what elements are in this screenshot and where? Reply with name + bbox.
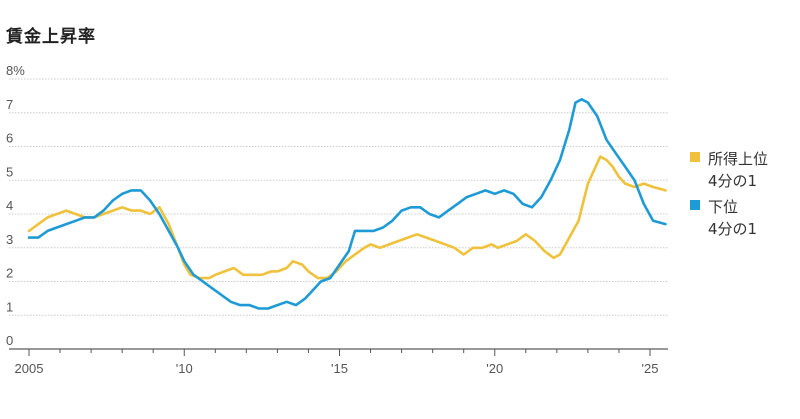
y-tick-label: 8% [6,63,25,78]
y-tick-label: 6 [6,131,13,146]
y-tick-label: 0 [6,333,13,348]
x-tick-label: '15 [331,361,348,376]
legend-swatch-bottom-quartile [690,200,700,210]
y-tick-label: 7 [6,97,13,112]
series-lines [27,98,667,310]
grid-lines [9,78,668,316]
y-tick-label: 4 [6,198,13,213]
x-tick-label: '25 [642,361,659,376]
x-axis: 2005 '10 '15 '20 '25 [9,348,668,376]
legend-swatch-top-quartile [690,152,700,162]
series-line-top-quartile [27,155,667,280]
x-tick-label: '10 [176,361,193,376]
y-tick-label: 3 [6,232,13,247]
chart-title: 賃金上昇率 [6,27,96,47]
y-axis-labels: 0 1 2 3 4 5 6 7 8% [6,63,25,348]
legend-label-top-quartile: 所得上位 4分の1 [708,150,769,190]
y-tick-label: 5 [6,164,13,179]
y-tick-label: 1 [6,299,13,314]
y-tick-label: 2 [6,266,13,281]
x-tick-label: '20 [486,361,503,376]
legend-label-bottom-quartile: 下位 4分の1 [708,198,758,238]
x-tick-label: 2005 [15,361,44,376]
series-line-bottom-quartile [27,98,667,310]
